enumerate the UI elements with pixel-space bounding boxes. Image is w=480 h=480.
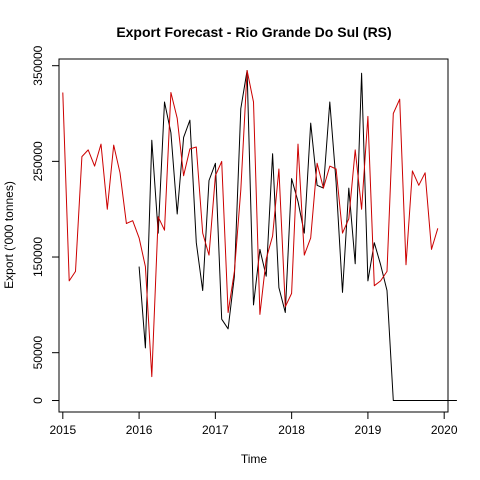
y-tick-label: 50000 (31, 336, 45, 370)
x-axis: 2015 2016 2017 2018 2019 2020 (49, 411, 458, 437)
series-line-2 (62, 70, 439, 378)
x-axis-label: Time (241, 452, 268, 466)
series-layer (62, 70, 457, 401)
x-tick-label: 2015 (49, 423, 76, 437)
y-axis-label: Export ('000 tonnes) (2, 181, 16, 289)
y-tick-label: 0 (31, 397, 45, 404)
y-axis: 0 50000 150000 250000 350000 (31, 45, 60, 404)
y-tick-label: 150000 (31, 237, 45, 277)
x-tick-label: 2016 (126, 423, 153, 437)
x-tick-label: 2018 (278, 423, 305, 437)
series-line-1 (138, 70, 457, 401)
y-tick-label: 250000 (31, 141, 45, 181)
x-tick-label: 2020 (431, 423, 458, 437)
chart-title: Export Forecast - Rio Grande Do Sul (RS) (116, 24, 391, 40)
x-tick-label: 2019 (355, 423, 382, 437)
x-tick-label: 2017 (202, 423, 229, 437)
y-tick-label: 350000 (31, 45, 45, 85)
